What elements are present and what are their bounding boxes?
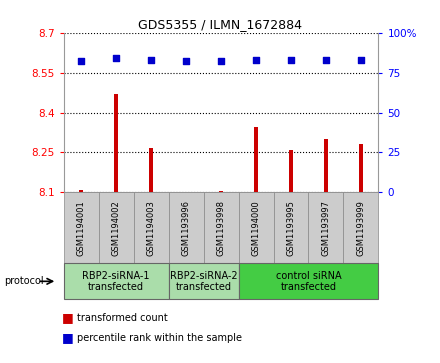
Text: control siRNA
transfected: control siRNA transfected bbox=[276, 270, 341, 292]
Text: GSM1193998: GSM1193998 bbox=[216, 200, 226, 256]
Point bbox=[183, 58, 190, 64]
Text: protocol: protocol bbox=[4, 276, 44, 286]
Bar bbox=[254, 127, 258, 192]
Bar bbox=[359, 144, 363, 192]
Bar bbox=[324, 139, 328, 192]
Bar bbox=[149, 148, 153, 192]
Text: percentile rank within the sample: percentile rank within the sample bbox=[77, 333, 242, 343]
Point bbox=[218, 58, 225, 64]
Point bbox=[113, 55, 120, 61]
Text: RBP2-siRNA-1
transfected: RBP2-siRNA-1 transfected bbox=[82, 270, 150, 292]
Text: GDS5355 / ILMN_1672884: GDS5355 / ILMN_1672884 bbox=[138, 18, 302, 31]
Text: RBP2-siRNA-2
transfected: RBP2-siRNA-2 transfected bbox=[170, 270, 238, 292]
Text: GSM1194002: GSM1194002 bbox=[112, 200, 121, 256]
Point bbox=[253, 57, 260, 63]
Text: transformed count: transformed count bbox=[77, 313, 168, 323]
Point bbox=[357, 57, 364, 63]
Point bbox=[323, 57, 330, 63]
Text: GSM1194000: GSM1194000 bbox=[252, 200, 260, 256]
Point bbox=[287, 57, 294, 63]
Text: GSM1193995: GSM1193995 bbox=[286, 200, 296, 256]
Bar bbox=[219, 191, 223, 192]
Text: GSM1193996: GSM1193996 bbox=[182, 200, 191, 256]
Text: GSM1194003: GSM1194003 bbox=[147, 200, 156, 256]
Text: ■: ■ bbox=[62, 311, 73, 324]
Bar bbox=[289, 150, 293, 192]
Bar bbox=[114, 94, 118, 192]
Text: GSM1194001: GSM1194001 bbox=[77, 200, 86, 256]
Text: GSM1193997: GSM1193997 bbox=[322, 200, 330, 256]
Text: ■: ■ bbox=[62, 331, 73, 344]
Text: GSM1193999: GSM1193999 bbox=[356, 200, 366, 256]
Point bbox=[148, 57, 155, 63]
Point bbox=[78, 58, 85, 64]
Bar bbox=[79, 190, 83, 192]
